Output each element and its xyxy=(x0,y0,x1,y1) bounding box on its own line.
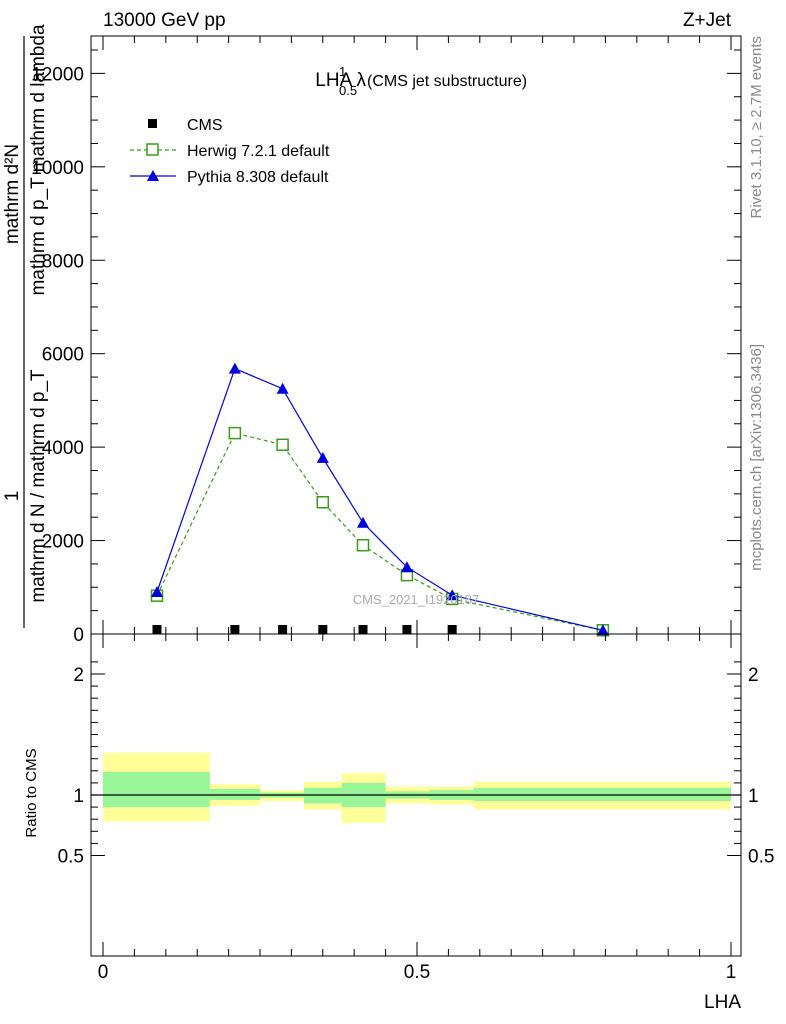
cms-point xyxy=(230,625,240,634)
ratio-plot: 0.5 0.5 1 1 2 2 0 0.5 1 Ratio to CMS LHA xyxy=(23,633,774,1013)
main-ytick-label: 6000 xyxy=(42,345,84,366)
cms-point xyxy=(278,625,288,634)
ratio-xtick-label: 0 xyxy=(98,962,109,983)
pythia-point xyxy=(446,589,459,601)
main-ytick-label: 2000 xyxy=(42,532,84,553)
pythia-point xyxy=(316,451,329,463)
ratio-ytick-label-left: 0.5 xyxy=(58,847,84,868)
legend-marker-herwig xyxy=(146,143,159,156)
ylabel-top2: mathrm d p_T mathrm d lambda xyxy=(28,24,49,295)
ylabel-left: 1 xyxy=(2,491,23,502)
plot-title-sup: 1 xyxy=(339,64,346,79)
main-ytick-label: 8000 xyxy=(42,251,84,272)
watermark: CMS_2021_I1920187 xyxy=(353,592,480,607)
legend-marker-pythia xyxy=(147,170,159,181)
ratio-ticks: 0.5 0.5 1 1 2 2 0 0.5 1 xyxy=(58,634,774,983)
herwig-point xyxy=(316,496,330,509)
series-line-triangle-2 xyxy=(156,367,604,631)
legend-label-herwig: Herwig 7.2.1 default xyxy=(187,143,330,160)
ratio-band-green xyxy=(103,772,210,808)
plot-title-extra: (CMS jet substructure) xyxy=(367,73,527,90)
ratio-bands xyxy=(103,752,731,823)
ratio-ytick-label-right: 2 xyxy=(748,665,759,686)
legend-label-pythia: Pythia 8.308 default xyxy=(187,169,329,186)
main-series xyxy=(150,362,610,637)
main-plot: 0 2000 4000 6000 8000 10000 12000 CMS_2021_I19… xyxy=(31,35,742,646)
ratio-ylabel: Ratio to CMS xyxy=(23,748,40,837)
energy-label: 13000 GeV pp xyxy=(103,10,226,31)
cms-point xyxy=(402,625,412,634)
cms-point xyxy=(152,625,162,634)
plot-title: LHA λ 1 0.5 (CMS jet substructure) xyxy=(315,64,527,98)
herwig-point xyxy=(356,538,370,552)
legend: CMS Herwig 7.2.1 default Pythia 8.308 de… xyxy=(130,117,330,186)
ratio-ytick-label-right: 1 xyxy=(748,786,759,807)
ratio-xtick-label: 0.5 xyxy=(404,962,430,983)
ratio-ytick-label-right: 0.5 xyxy=(748,847,774,868)
pythia-point xyxy=(151,585,164,597)
rivet-label: Rivet 3.1.10, ≥ 2.7M events xyxy=(748,36,765,219)
ratio-xtick-label: 1 xyxy=(726,962,737,983)
cms-point xyxy=(318,625,328,634)
plot-title-sub: 0.5 xyxy=(339,83,357,98)
legend-label-cms: CMS xyxy=(187,117,223,134)
pythia-point xyxy=(276,382,289,394)
y-axis-label: mathrm d²N mathrm d p_T mathrm d lambda … xyxy=(2,24,49,628)
main-ytick-label: 0 xyxy=(73,625,84,646)
legend-marker-cms xyxy=(148,119,157,128)
ratio-band-green xyxy=(209,788,260,800)
svg-text:LHA λ: LHA λ xyxy=(315,70,366,91)
legend-item-cms: CMS xyxy=(148,117,223,134)
ratio-ytick-label-left: 1 xyxy=(73,786,84,807)
pythia-point xyxy=(356,516,369,528)
mcplots-label: mcplots.cern.ch [arXiv:1306.3436] xyxy=(748,344,765,571)
plot-title-main: LHA λ xyxy=(315,70,366,91)
pythia-point xyxy=(596,624,609,636)
main-ytick-label: 4000 xyxy=(42,438,84,459)
ratio-band-green xyxy=(303,787,342,804)
main-ticks: 0 2000 4000 6000 8000 10000 12000 xyxy=(31,36,741,646)
legend-item-pythia: Pythia 8.308 default xyxy=(130,169,329,186)
legend-item-herwig: Herwig 7.2.1 default xyxy=(130,143,330,160)
herwig-point xyxy=(228,426,242,440)
cms-point xyxy=(447,625,457,634)
x-axis-label: LHA xyxy=(704,992,741,1013)
pythia-point xyxy=(228,362,241,374)
pythia-point xyxy=(400,561,413,573)
herwig-point xyxy=(276,438,289,452)
cms-point xyxy=(358,625,368,634)
process-label: Z+Jet xyxy=(683,10,732,31)
main-ytick-label: 10000 xyxy=(31,158,84,179)
ylabel-left2: mathrm d N / mathrm d p_T xyxy=(28,369,49,603)
ratio-band-green xyxy=(473,787,731,802)
ratio-ytick-label-left: 2 xyxy=(73,665,84,686)
main-ytick-label: 12000 xyxy=(31,64,84,85)
ylabel-top: mathrm d²N xyxy=(2,144,23,244)
